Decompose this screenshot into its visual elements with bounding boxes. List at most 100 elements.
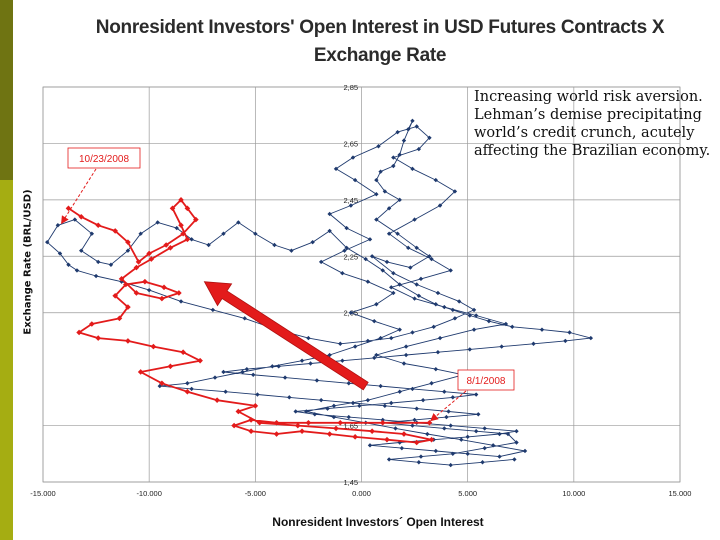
- data-point: [206, 242, 211, 248]
- data-point: [95, 335, 102, 341]
- data-point: [326, 431, 333, 437]
- data-point: [389, 285, 394, 290]
- data-point: [437, 203, 443, 208]
- series-pre-crisis: [45, 118, 594, 468]
- data-point: [482, 426, 487, 431]
- data-point: [148, 256, 155, 262]
- callout-box: [67, 147, 141, 169]
- y-tick-label: 2,65: [344, 139, 359, 148]
- data-point: [197, 357, 203, 364]
- data-point: [384, 259, 390, 265]
- data-point: [289, 248, 294, 253]
- data-point: [420, 397, 426, 403]
- data-point: [350, 400, 356, 406]
- data-point: [372, 355, 377, 361]
- data-point: [96, 259, 101, 265]
- data-point: [178, 197, 184, 203]
- data-point: [410, 386, 415, 392]
- data-point: [386, 457, 392, 462]
- data-point: [378, 169, 383, 174]
- data-point: [426, 419, 433, 426]
- grid-layer: [42, 86, 681, 483]
- data-point: [467, 313, 472, 318]
- data-point: [256, 419, 263, 426]
- data-point: [414, 406, 419, 411]
- data-point: [399, 445, 405, 451]
- data-point: [433, 366, 439, 372]
- data-point: [240, 369, 245, 375]
- data-point: [273, 431, 280, 437]
- data-point: [531, 341, 536, 346]
- chart-title-line-1: Nonresident Investors' Open Interest in …: [95, 17, 665, 38]
- data-point: [169, 205, 176, 212]
- data-point: [514, 429, 519, 434]
- data-point: [395, 129, 400, 135]
- data-point: [429, 256, 434, 262]
- data-point: [327, 211, 332, 217]
- data-point: [397, 152, 402, 157]
- data-point: [178, 222, 184, 229]
- data-point: [369, 428, 375, 435]
- x-axis-label: Nonresident Investors´ Open Interest: [272, 515, 484, 529]
- data-point: [389, 400, 394, 406]
- data-point: [295, 422, 301, 429]
- data-point: [393, 426, 398, 431]
- data-point: [348, 203, 354, 208]
- data-point: [287, 395, 292, 400]
- data-point: [137, 369, 144, 375]
- data-point: [406, 127, 411, 132]
- data-point: [235, 408, 242, 415]
- data-point: [79, 248, 84, 253]
- y-tick-label: 2,85: [344, 83, 359, 92]
- callout-box: [457, 369, 515, 391]
- data-point: [374, 177, 379, 183]
- data-point: [435, 350, 441, 355]
- data-point: [352, 434, 358, 440]
- data-point: [299, 428, 305, 435]
- data-point: [382, 403, 388, 409]
- data-point: [357, 403, 362, 409]
- data-point: [412, 417, 417, 423]
- data-point: [45, 239, 50, 245]
- data-point: [184, 205, 191, 212]
- data-point: [490, 443, 496, 448]
- data-point: [365, 338, 371, 344]
- data-point: [418, 454, 424, 459]
- data-point: [465, 434, 470, 440]
- data-point: [244, 366, 250, 372]
- data-point: [480, 460, 485, 465]
- data-point: [221, 231, 226, 236]
- data-point: [342, 248, 347, 253]
- data-point: [486, 318, 492, 324]
- data-point: [429, 381, 434, 386]
- data-point: [176, 290, 182, 296]
- series-layer: [45, 118, 594, 468]
- slide-accent-bar-dark: [0, 0, 13, 180]
- data-point: [314, 378, 320, 383]
- data-point: [444, 414, 449, 420]
- data-point: [467, 347, 472, 352]
- data-point: [210, 307, 216, 313]
- data-point: [146, 287, 152, 293]
- data-point: [89, 321, 95, 327]
- data-point: [372, 318, 377, 324]
- data-point: [395, 231, 400, 236]
- data-point: [452, 189, 458, 194]
- data-point: [118, 276, 125, 282]
- data-point: [282, 375, 288, 380]
- data-point: [89, 231, 95, 236]
- data-point: [476, 412, 481, 417]
- data-point: [340, 271, 345, 276]
- data-point: [350, 155, 356, 160]
- data-point: [412, 296, 417, 301]
- data-point: [384, 436, 390, 443]
- data-point: [125, 239, 131, 245]
- data-point: [66, 262, 71, 267]
- data-point: [448, 268, 453, 273]
- data-point: [452, 316, 458, 321]
- data-point: [403, 352, 409, 358]
- data-point: [450, 307, 456, 313]
- data-point: [382, 189, 388, 194]
- data-point: [378, 383, 383, 389]
- data-point: [465, 451, 470, 456]
